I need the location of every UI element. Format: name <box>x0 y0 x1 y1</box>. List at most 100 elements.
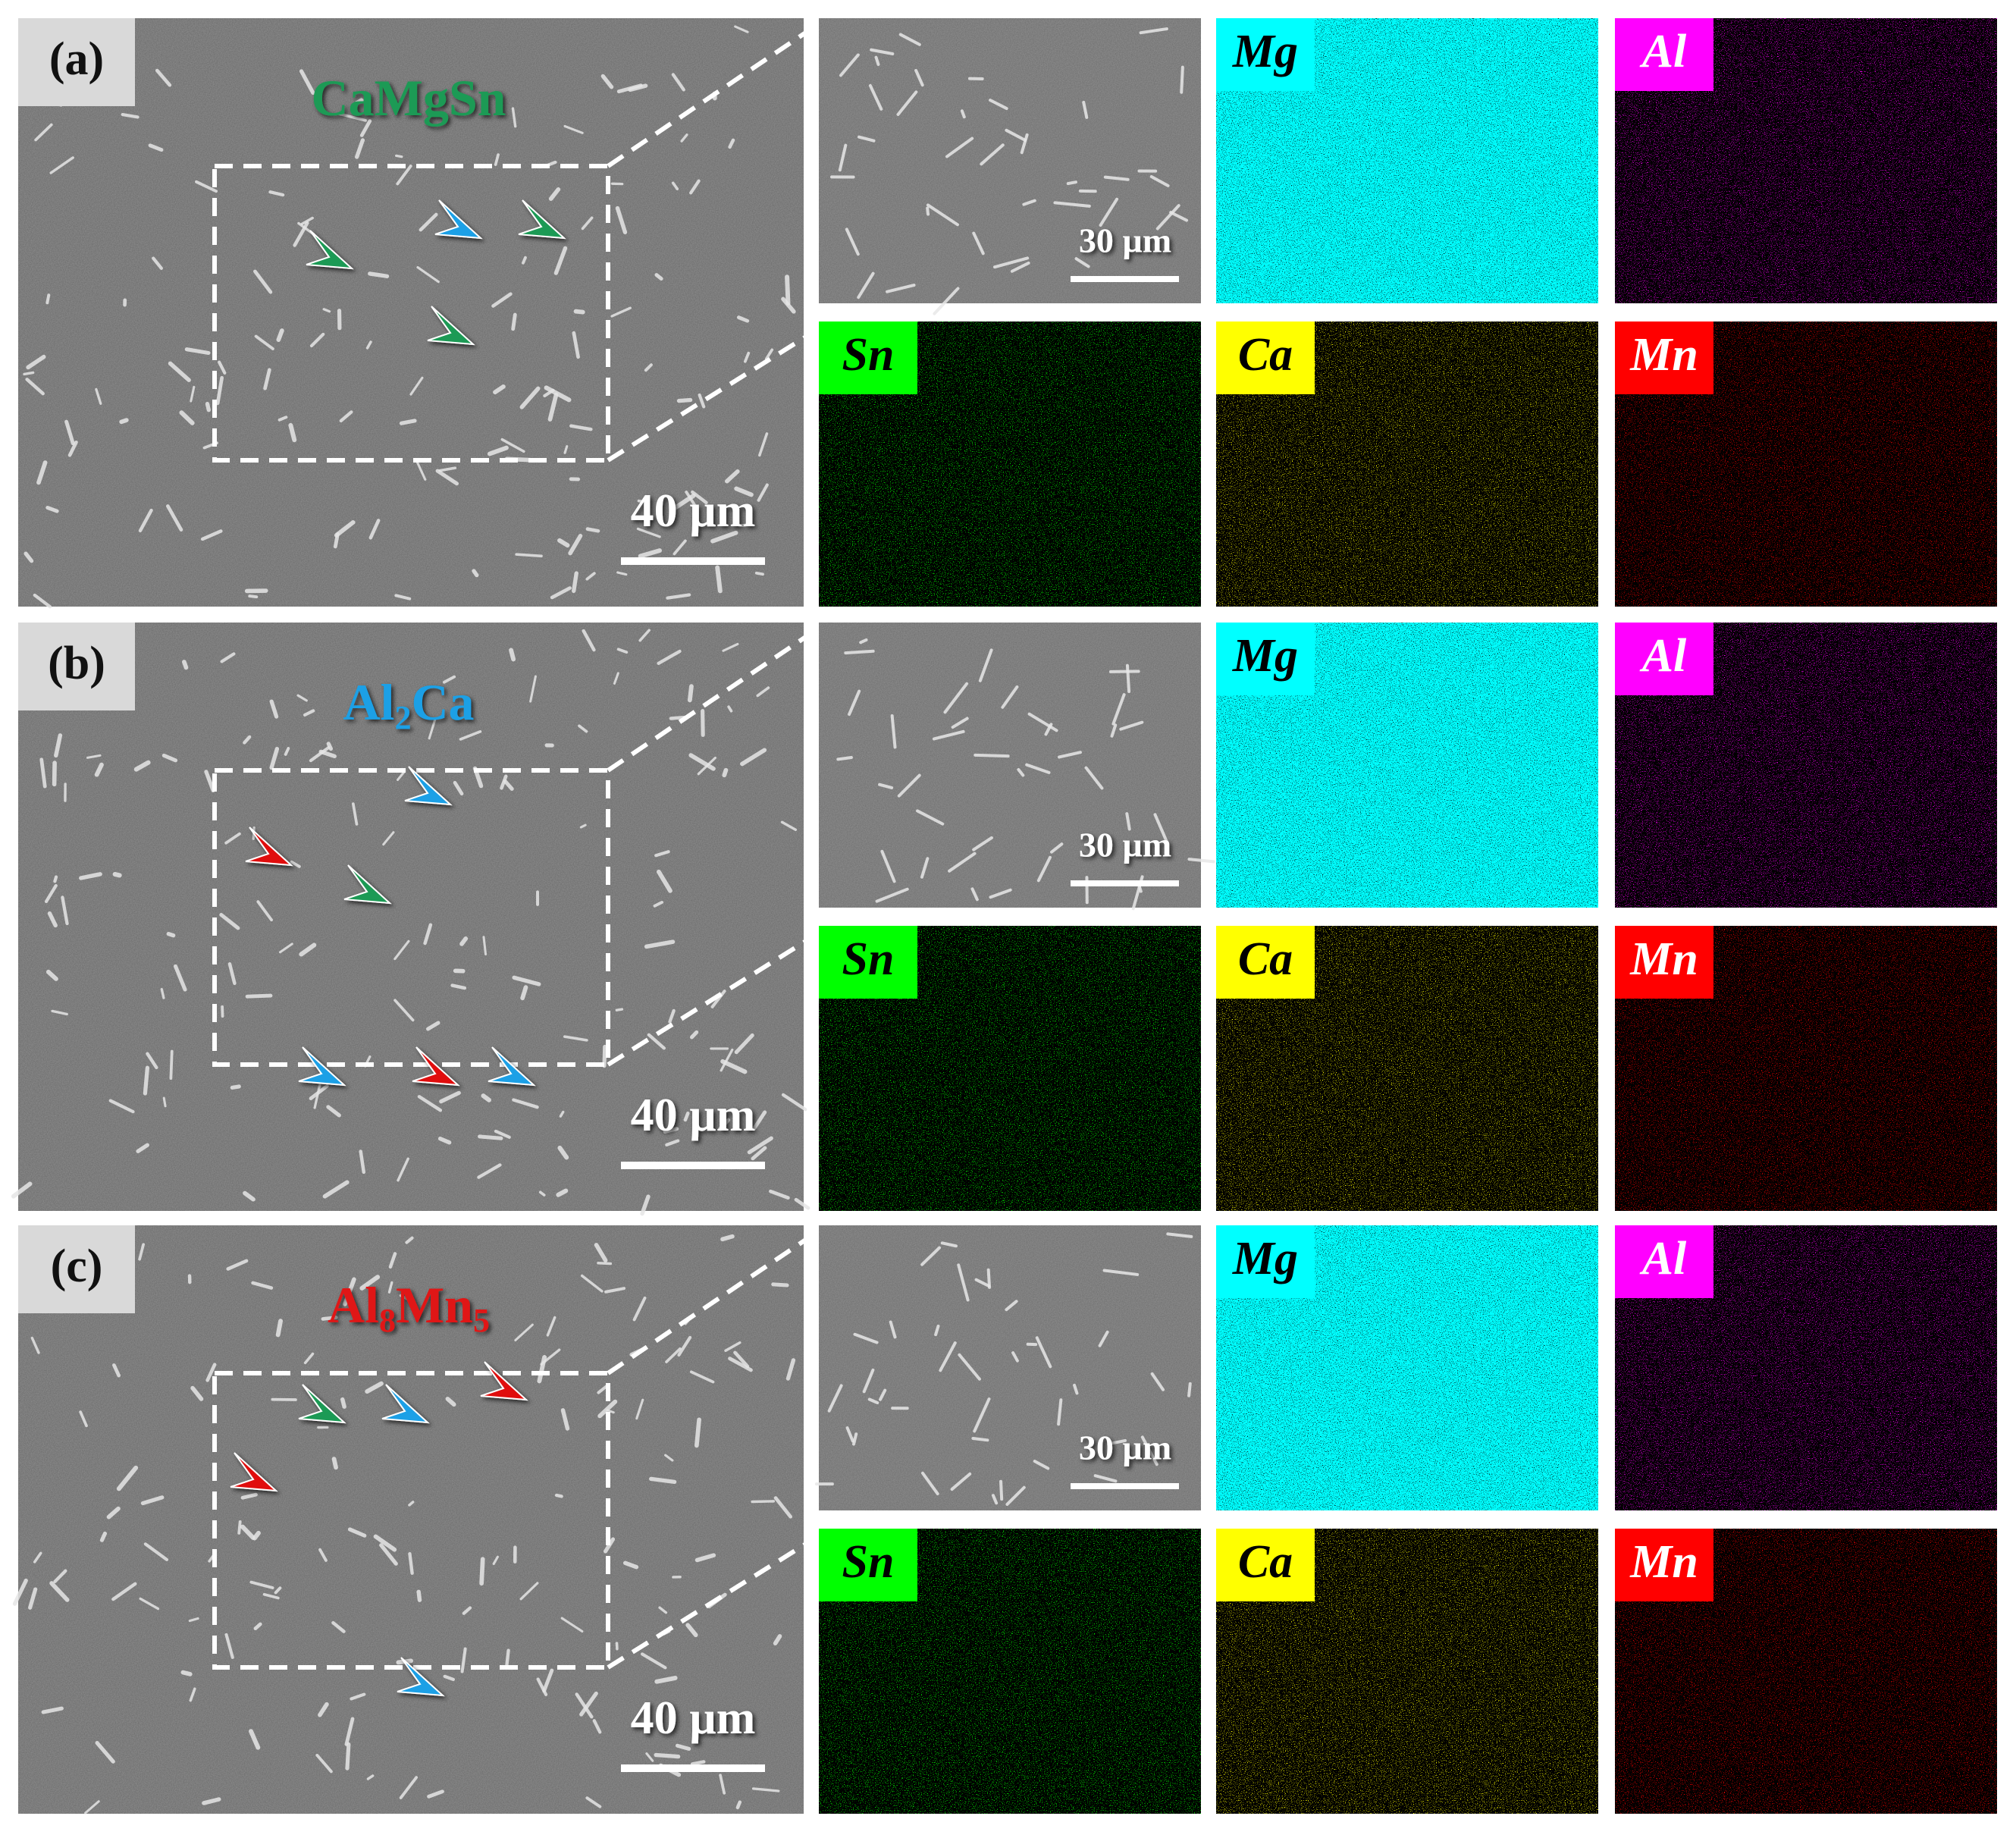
precipitate <box>382 831 395 846</box>
precipitate <box>184 347 211 356</box>
phase-part: 5 <box>473 1302 490 1339</box>
panel-label-box <box>18 1225 135 1313</box>
precipitate <box>898 33 921 46</box>
precipitate <box>1187 858 1215 864</box>
precipitate <box>460 1647 467 1673</box>
precipitate <box>622 1560 639 1570</box>
precipitate <box>409 376 424 396</box>
precipitate <box>569 424 593 431</box>
precipitate <box>426 1021 441 1031</box>
precipitate <box>500 438 525 453</box>
precipitate <box>677 1335 692 1357</box>
precipitate <box>334 520 356 538</box>
precipitate <box>45 506 59 513</box>
precipitate <box>253 269 273 294</box>
precipitate <box>720 1048 734 1072</box>
precipitate <box>710 530 738 544</box>
precipitate <box>585 527 600 533</box>
precipitate <box>276 328 284 342</box>
precipitate <box>554 1493 563 1498</box>
precipitate <box>951 717 969 729</box>
precipitate <box>715 565 723 594</box>
precipitate <box>95 1741 115 1764</box>
precipitate <box>397 770 406 782</box>
precipitate <box>645 1752 654 1762</box>
precipitate <box>1139 27 1168 35</box>
precipitate <box>878 783 894 789</box>
precipitate <box>195 180 218 193</box>
precipitate <box>1155 204 1180 231</box>
precipitate <box>512 1098 539 1109</box>
precipitate <box>845 1426 854 1443</box>
precipitate <box>326 1105 341 1118</box>
precipitate <box>632 1296 647 1322</box>
precipitate <box>638 548 662 559</box>
precipitate <box>136 1143 149 1153</box>
precipitate <box>687 684 694 703</box>
precipitate <box>827 1384 843 1413</box>
arrow <box>298 1384 346 1424</box>
map-label: Ca <box>1238 1536 1293 1588</box>
precipitate <box>597 1399 618 1419</box>
precipitate <box>673 539 687 556</box>
scale-label: 40 µm <box>631 1692 756 1744</box>
precipitate <box>575 1692 594 1719</box>
precipitate <box>442 675 456 684</box>
scale-label: 30 µm <box>1079 1429 1171 1467</box>
precipitate <box>359 119 372 137</box>
precipitate <box>459 936 469 946</box>
precipitate <box>263 368 271 390</box>
precipitate <box>373 1534 397 1552</box>
precipitate <box>399 419 417 425</box>
map-label: Mg <box>1232 26 1298 77</box>
precipitate <box>300 216 314 226</box>
precipitate <box>368 271 390 279</box>
precipitate <box>331 1457 338 1470</box>
precipitate <box>559 1110 565 1118</box>
precipitate <box>318 1702 329 1717</box>
precipitate <box>867 1397 879 1404</box>
arrow <box>488 1046 536 1087</box>
precipitate <box>756 686 770 698</box>
map-label-box <box>1615 321 1713 394</box>
scale-bar <box>1071 880 1179 886</box>
precipitate <box>734 1033 754 1055</box>
precipitate <box>665 1139 680 1146</box>
arrow <box>412 1046 460 1087</box>
precipitate <box>1153 813 1168 842</box>
precipitate <box>160 987 165 999</box>
precipitate <box>848 689 861 717</box>
precipitate <box>644 939 676 949</box>
map-label: Sn <box>842 933 895 985</box>
precipitate <box>719 1774 726 1795</box>
precipitate <box>53 1569 67 1583</box>
precipitate <box>563 124 584 134</box>
precipitate <box>1005 128 1027 142</box>
precipitate <box>44 883 58 904</box>
precipitate <box>408 1501 415 1507</box>
precipitate <box>36 460 48 485</box>
precipitate <box>277 416 288 422</box>
precipitate <box>557 1145 569 1160</box>
precipitate <box>393 999 415 1022</box>
map-label: Al <box>1639 26 1687 77</box>
precipitate <box>656 869 673 893</box>
precipitate <box>734 486 754 497</box>
precipitate <box>34 123 53 142</box>
precipitate <box>345 1742 351 1771</box>
precipitate <box>166 931 176 938</box>
precipitate <box>359 1150 366 1175</box>
phase-part: Ca <box>411 673 474 731</box>
map-label-box <box>1216 321 1315 394</box>
precipitate <box>240 1492 258 1500</box>
precipitate <box>417 1095 443 1112</box>
scale-bar <box>621 1162 765 1169</box>
precipitate <box>138 508 153 533</box>
precipitate <box>450 983 467 990</box>
precipitate <box>268 190 285 197</box>
precipitate <box>751 1500 776 1504</box>
precipitate <box>1011 1351 1019 1363</box>
precipitate <box>671 73 685 92</box>
precipitate <box>688 753 716 771</box>
